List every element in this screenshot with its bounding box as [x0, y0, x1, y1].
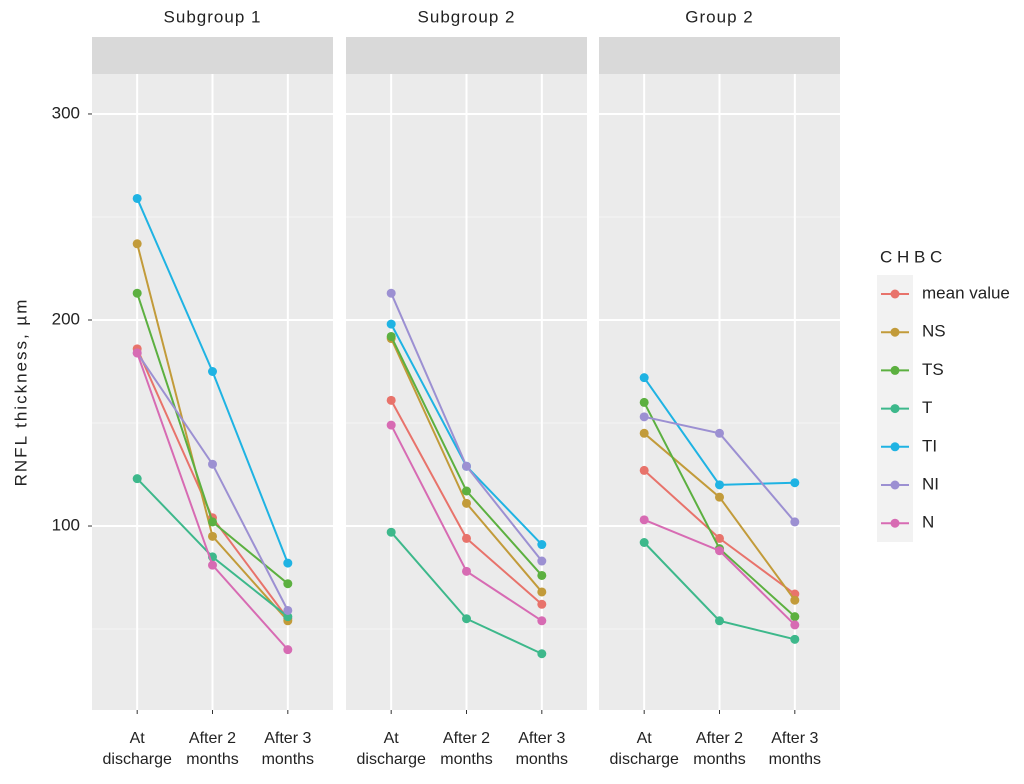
- data-point: [386, 331, 396, 341]
- data-point: [537, 556, 547, 566]
- x-tick-label: After 2 months: [186, 730, 239, 768]
- data-point: [208, 367, 217, 377]
- data-point: [715, 546, 724, 556]
- legend-label: NS: [922, 322, 946, 341]
- legend-label: mean value: [922, 283, 1010, 302]
- x-tick-label: After 2 months: [440, 730, 493, 768]
- data-point: [132, 239, 142, 249]
- x-tick-label: After 2 months: [693, 730, 746, 768]
- data-point: [283, 558, 293, 568]
- data-point: [386, 527, 396, 537]
- x-tick-label: At discharge: [609, 730, 679, 768]
- data-point: [208, 560, 217, 570]
- legend-key-point: [890, 327, 900, 337]
- data-point: [790, 517, 800, 527]
- legend-title: C H B C: [880, 247, 942, 266]
- data-point: [132, 288, 142, 298]
- x-tick-label: After 3 months: [768, 730, 822, 768]
- data-point: [639, 515, 649, 525]
- data-point: [132, 193, 142, 203]
- legend-label: T: [922, 398, 932, 417]
- data-point: [208, 517, 217, 527]
- data-point: [715, 616, 724, 626]
- x-tick-label: After 3 months: [261, 730, 315, 768]
- y-tick-label: 200: [52, 309, 80, 328]
- data-point: [639, 538, 649, 548]
- legend-key-point: [890, 365, 900, 375]
- data-point: [639, 465, 649, 475]
- y-tick-label: 100: [52, 516, 80, 535]
- data-point: [537, 599, 547, 609]
- data-point: [208, 531, 217, 541]
- legend-label: N: [922, 513, 934, 532]
- legend-label: TI: [922, 436, 937, 455]
- data-point: [790, 634, 800, 644]
- y-axis-label: RNFL thickness, µm: [11, 298, 30, 487]
- data-point: [715, 428, 724, 438]
- data-point: [283, 579, 293, 589]
- y-tick-label: 300: [52, 103, 80, 122]
- panel-strip: [92, 37, 333, 74]
- panel-strip: [599, 37, 840, 74]
- data-point: [386, 319, 396, 329]
- data-point: [715, 492, 724, 502]
- data-point: [462, 461, 471, 471]
- data-point: [790, 612, 800, 622]
- panel-title: Subgroup 1: [164, 7, 262, 26]
- data-point: [639, 373, 649, 383]
- data-point: [132, 474, 142, 484]
- data-point: [283, 645, 293, 655]
- panel-strip: [346, 37, 587, 74]
- legend-key-point: [890, 404, 900, 414]
- data-point: [208, 459, 217, 469]
- data-point: [462, 486, 471, 496]
- data-point: [790, 620, 800, 630]
- data-point: [537, 616, 547, 626]
- legend-key-point: [890, 480, 900, 490]
- data-point: [639, 428, 649, 438]
- data-point: [537, 570, 547, 580]
- data-point: [283, 612, 293, 622]
- legend-key-point: [890, 518, 900, 528]
- data-point: [537, 649, 547, 659]
- x-tick-label: At discharge: [102, 730, 172, 768]
- data-point: [386, 395, 396, 405]
- x-tick-label: After 3 months: [515, 730, 569, 768]
- data-point: [790, 478, 800, 488]
- data-point: [790, 595, 800, 605]
- panel-title: Group 2: [685, 7, 753, 26]
- data-point: [639, 412, 649, 422]
- data-point: [639, 397, 649, 407]
- data-point: [715, 480, 724, 490]
- legend-key-point: [890, 442, 900, 452]
- data-point: [462, 614, 471, 624]
- legend-label: TS: [922, 360, 944, 379]
- data-point: [283, 605, 293, 615]
- panel-title: Subgroup 2: [418, 7, 516, 26]
- data-point: [132, 348, 142, 358]
- legend-key-point: [890, 289, 900, 299]
- data-point: [537, 540, 547, 550]
- data-point: [462, 533, 471, 543]
- data-point: [715, 533, 724, 543]
- data-point: [386, 420, 396, 430]
- x-tick-label: At discharge: [356, 730, 426, 768]
- data-point: [462, 566, 471, 576]
- legend-label: NI: [922, 474, 939, 493]
- data-point: [386, 288, 396, 298]
- data-point: [537, 587, 547, 597]
- data-point: [462, 498, 471, 508]
